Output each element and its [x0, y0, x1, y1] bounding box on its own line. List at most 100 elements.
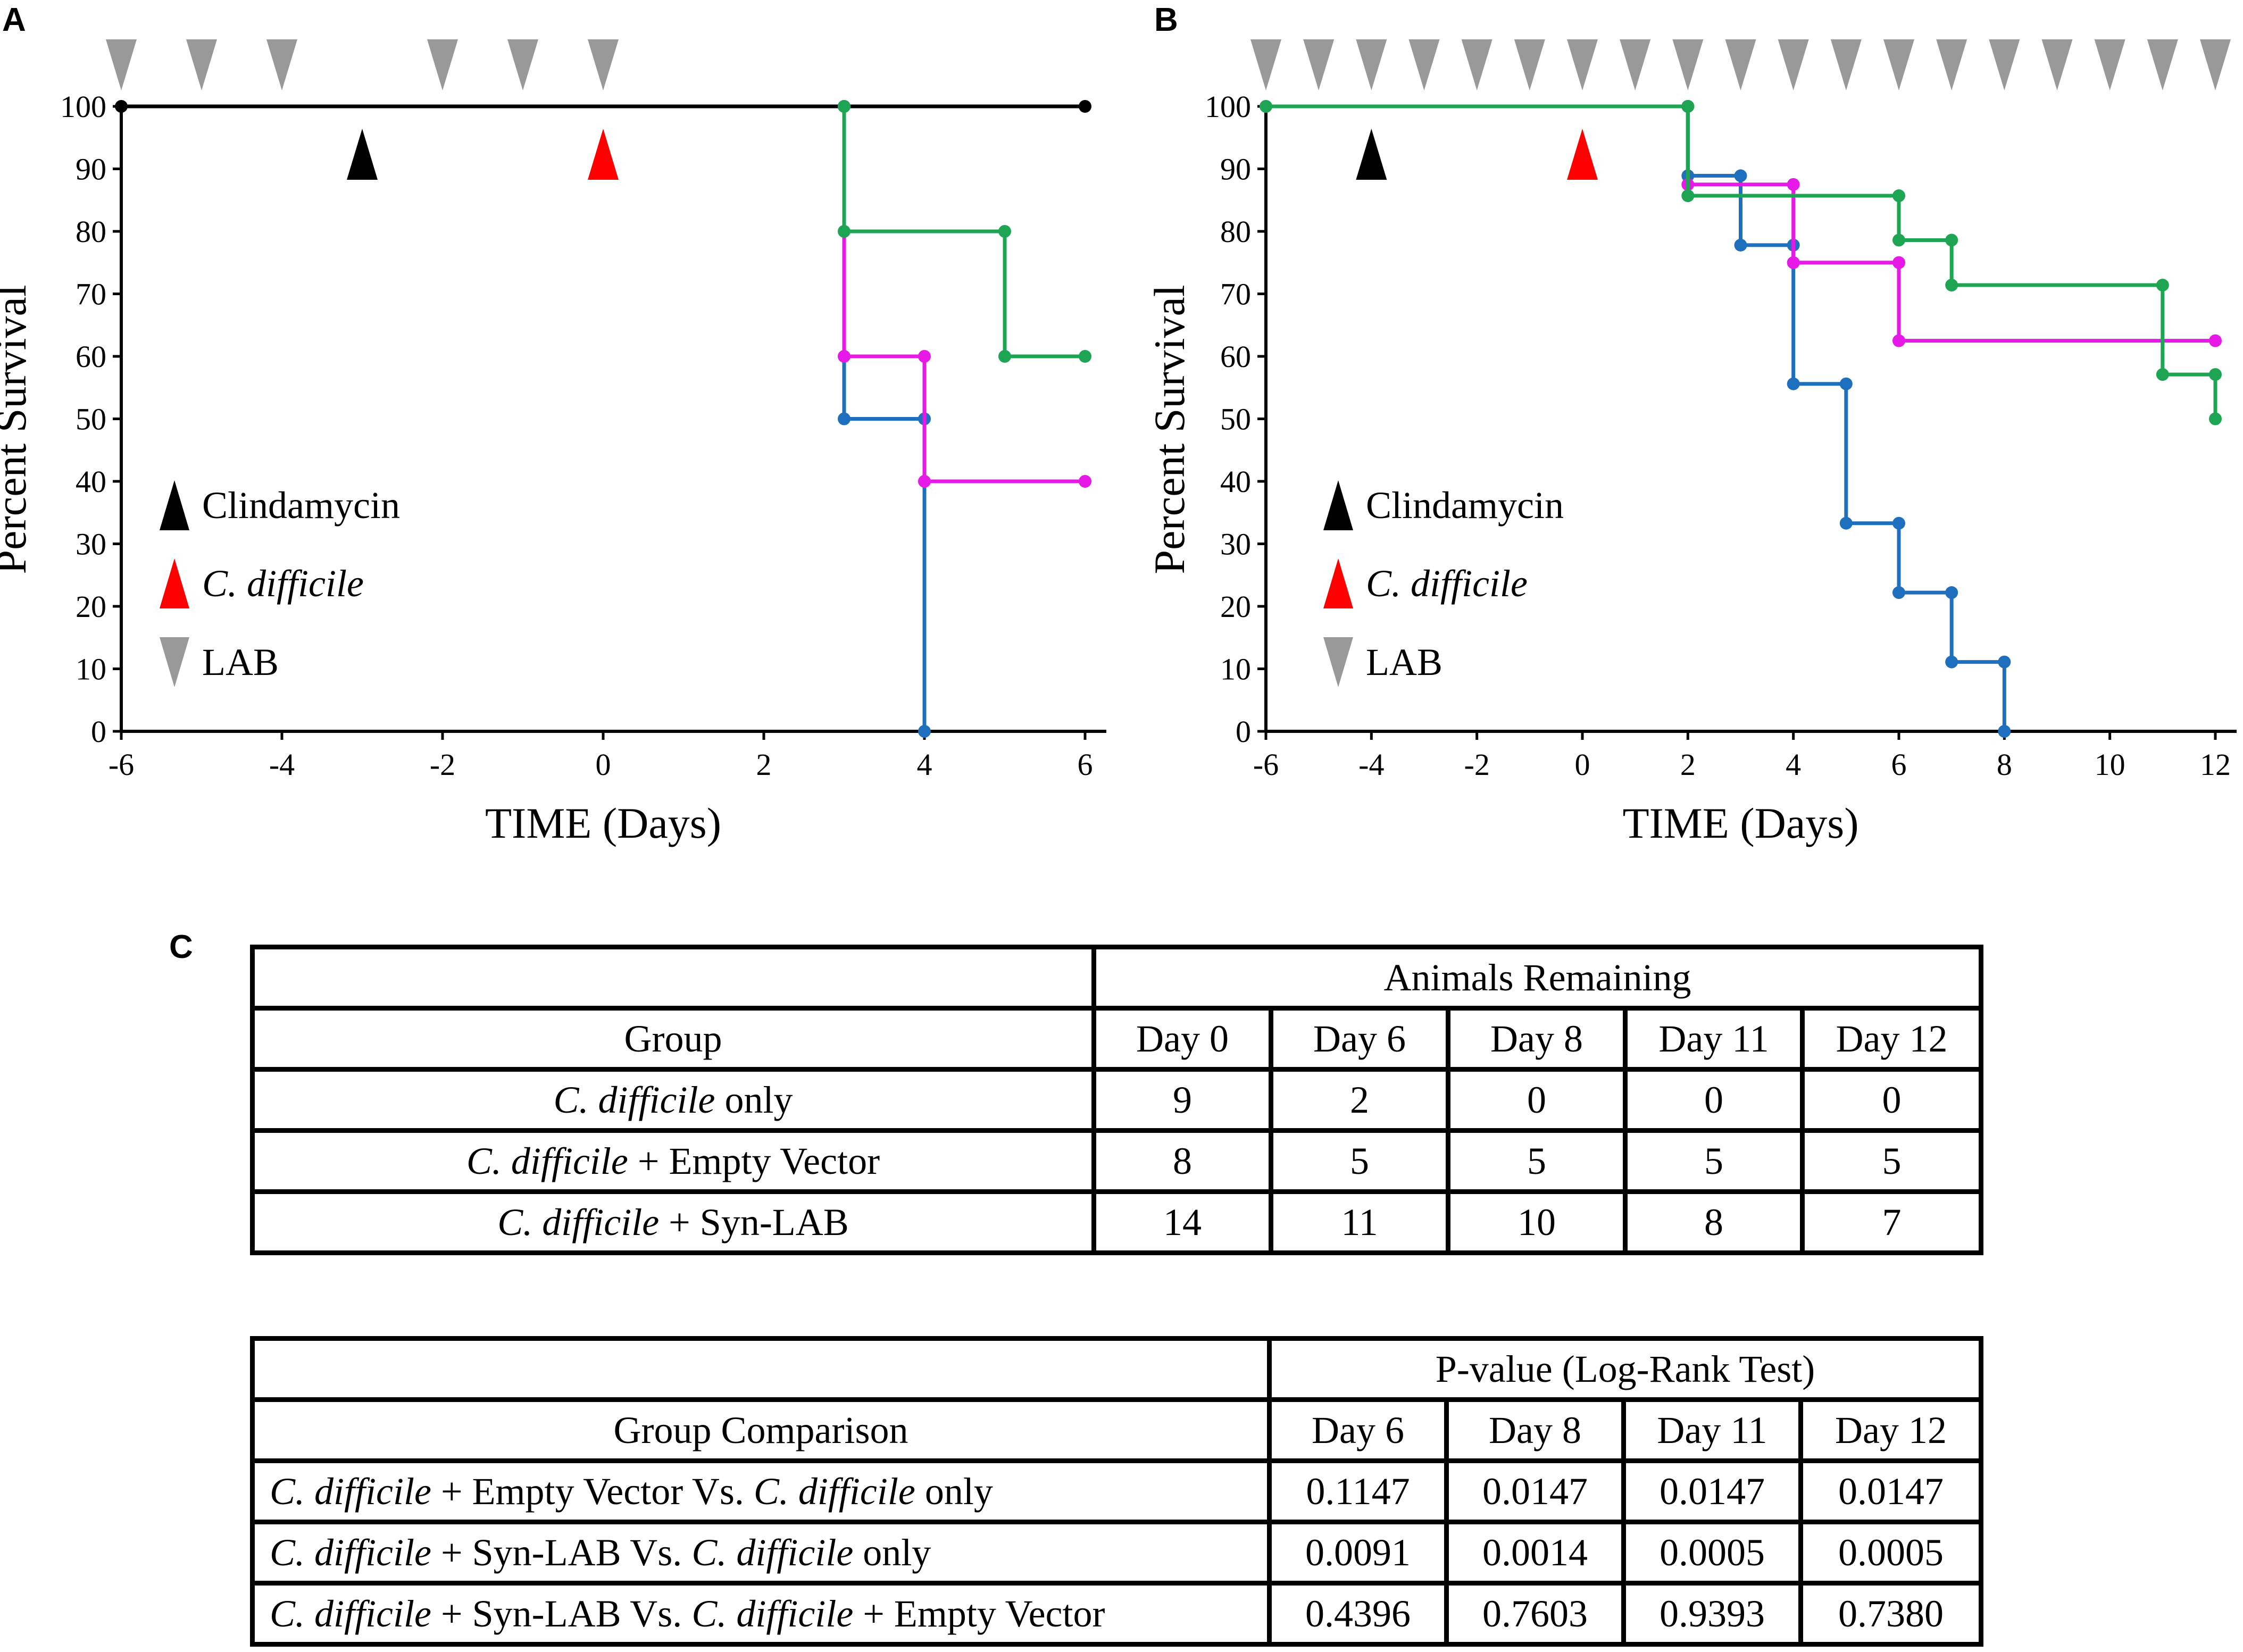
lab-dose-marker [2094, 39, 2125, 90]
animal-count: 14 [1091, 1189, 1273, 1255]
survival-point [838, 225, 850, 238]
y-tick-label: 80 [76, 214, 106, 249]
survival-point [1945, 655, 1958, 669]
legend-label: LAB [1366, 641, 1442, 683]
table-row: C. difficile + Syn-LAB Vs. C. difficile … [250, 1581, 1984, 1647]
x-tick-label: 6 [1078, 747, 1093, 782]
animal-count: 2 [1269, 1067, 1450, 1133]
lab-dose-marker [1356, 39, 1387, 90]
x-axis-title: TIME (Days) [485, 799, 721, 847]
y-tick-label: 100 [1205, 89, 1251, 124]
survival-point [838, 412, 850, 425]
animal-count: 5 [1799, 1128, 1984, 1194]
legend-label: C. difficile [1366, 562, 1528, 605]
x-tick-label: -2 [1464, 747, 1490, 782]
table-row: C. difficile + Syn-LAB Vs. C. difficile … [250, 1520, 1984, 1586]
lab-dose-marker [106, 39, 137, 90]
x-tick-label: -6 [109, 747, 134, 782]
x-axis-title: TIME (Days) [1622, 799, 1858, 847]
y-tick-label: 20 [76, 589, 106, 624]
survival-point [1734, 169, 1747, 182]
x-tick-label: 4 [917, 747, 932, 782]
p-value: 0.0147 [1444, 1458, 1626, 1524]
y-tick-label: 90 [1220, 152, 1251, 187]
lab-dose-marker [1250, 39, 1281, 90]
survival-point [2209, 368, 2222, 381]
lab-dose-marker [1303, 39, 1335, 90]
day-header: Day 11 [1621, 1397, 1803, 1463]
survival-point [1892, 516, 1905, 530]
lab-dose-marker [1778, 39, 1809, 90]
day-header: Day 11 [1623, 1006, 1805, 1072]
x-tick-label: 12 [2200, 747, 2231, 782]
group-name: C. difficile + Empty Vector [250, 1128, 1096, 1194]
survival-point [918, 350, 931, 363]
lab-dose-marker [266, 39, 297, 90]
p-value: 0.9393 [1621, 1581, 1803, 1647]
survival-point [1892, 256, 1905, 269]
legend-c-difficile-icon [1323, 558, 1353, 608]
survival-point [1998, 725, 2011, 738]
p-value: 0.7603 [1444, 1581, 1626, 1647]
p-value: 0.0147 [1798, 1458, 1984, 1524]
group-name: C. difficile only [250, 1067, 1096, 1133]
survival-line-series-0 [1686, 106, 2006, 731]
survival-chart-a: 0 10 20 30 40 50 60 70 80 90 100 -6 -4 -2 0 2 4 6 TIME (Da… [0, 39, 1106, 847]
lab-dose-marker [186, 39, 217, 90]
x-tick-label: -4 [1358, 747, 1384, 782]
x-tick-label: 0 [596, 747, 611, 782]
survival-point [1945, 586, 1958, 599]
c-difficile-marker [588, 129, 619, 180]
x-tick-label: -4 [269, 747, 295, 782]
day-header: Day 12 [1798, 1397, 1984, 1463]
panel-label-b: B [1154, 2, 1178, 38]
panel-label-a: A [2, 2, 26, 38]
table-corner-cell [250, 1336, 1272, 1402]
comparison-column-header: Group Comparison [250, 1397, 1272, 1463]
survival-point [1079, 475, 1091, 488]
p-value: 0.0005 [1798, 1520, 1984, 1586]
lab-dose-marker [427, 39, 458, 90]
y-tick-label: 40 [1220, 464, 1251, 499]
x-tick-label: 8 [1997, 747, 2012, 782]
x-tick-label: 6 [1891, 747, 1907, 782]
lab-dose-marker [1725, 39, 1756, 90]
survival-point [1892, 233, 1905, 247]
lab-dose-marker [588, 39, 619, 90]
y-tick-label: 10 [1220, 652, 1251, 687]
p-value: 0.0091 [1267, 1520, 1449, 1586]
survival-point [2209, 334, 2222, 347]
legend-lab-icon [160, 637, 189, 687]
x-tick-label: 0 [1575, 747, 1590, 782]
animal-count: 5 [1623, 1128, 1805, 1194]
survival-point [1839, 516, 1853, 530]
x-tick-label: -6 [1253, 747, 1279, 782]
day-header: Day 6 [1269, 1006, 1450, 1072]
y-tick-label: 70 [76, 277, 106, 312]
lab-dose-marker [2041, 39, 2073, 90]
legend-label: C. difficile [202, 562, 364, 605]
y-tick-label: 20 [1220, 589, 1251, 624]
survival-point [2156, 279, 2169, 292]
lab-dose-marker [1989, 39, 2020, 90]
survival-line-series-3 [842, 106, 1085, 358]
y-tick-label: 90 [76, 152, 106, 187]
animal-count: 8 [1623, 1189, 1805, 1255]
survival-point [1260, 100, 1272, 113]
animal-count: 11 [1269, 1189, 1450, 1255]
animal-count: 0 [1446, 1067, 1628, 1133]
survival-line-series-2 [842, 106, 1085, 483]
legend-label: Clindamycin [202, 484, 400, 527]
lab-dose-marker [1567, 39, 1598, 90]
comparison-name: C. difficile + Syn-LAB Vs. C. difficile … [250, 1581, 1272, 1647]
y-tick-label: 0 [1236, 714, 1251, 749]
x-tick-label: 4 [1786, 747, 1801, 782]
p-value: 0.7380 [1798, 1581, 1984, 1647]
survival-point [918, 475, 931, 488]
x-tick-label: 2 [1680, 747, 1696, 782]
survival-chart-b: 0 10 20 30 40 50 60 70 80 90 100 -6 -4 -2 0 2 4 6 8 10 12 TIM… [1145, 39, 2237, 847]
day-header: Day 12 [1799, 1006, 1984, 1072]
legend-c-difficile-icon [160, 558, 189, 608]
animals-remaining-table: Animals Remaining Group Day 0 Day 6 Day … [250, 945, 1984, 1255]
y-tick-label: 100 [60, 89, 106, 124]
